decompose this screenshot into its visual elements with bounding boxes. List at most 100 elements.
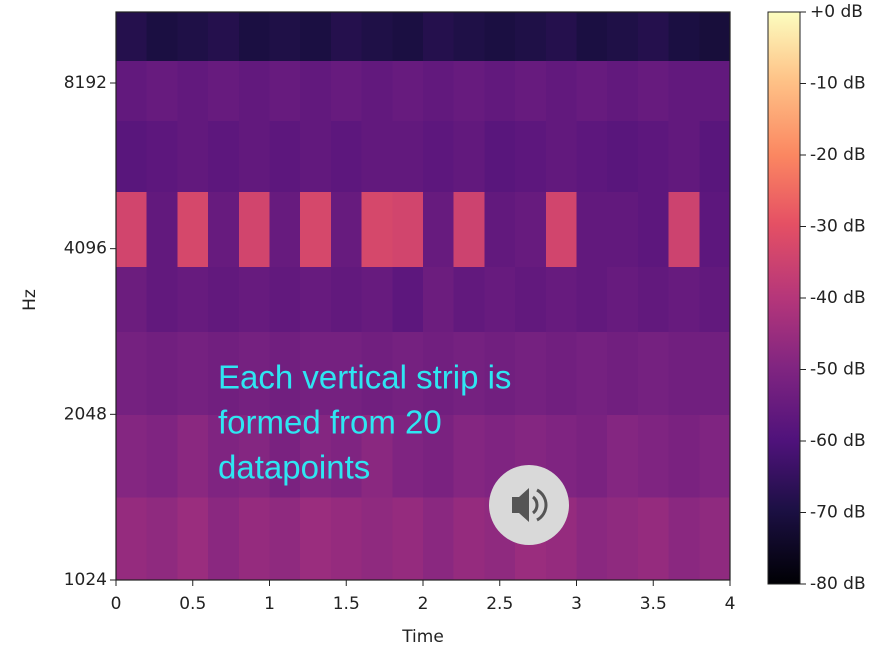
y-tick-label: 8192 [64, 73, 107, 93]
cell [484, 120, 516, 193]
cell [361, 12, 393, 62]
cell [116, 12, 148, 62]
y-axis-label: Hz [20, 289, 40, 311]
cell [484, 12, 516, 62]
cell [576, 497, 608, 581]
cell [269, 331, 301, 415]
cell [576, 266, 608, 333]
speaker-icon [512, 488, 529, 522]
cell [699, 414, 731, 498]
cell [208, 414, 240, 498]
cell [453, 266, 485, 333]
cell [330, 414, 363, 498]
cell [545, 191, 577, 268]
cell [607, 191, 639, 268]
annotation-line: datapoints [218, 449, 370, 486]
cell [699, 266, 731, 333]
cell [576, 120, 608, 193]
cell [177, 414, 209, 498]
cell [116, 414, 148, 498]
cell [269, 414, 301, 498]
annotation: Each vertical strip is formed from 20 data… [218, 359, 511, 486]
x-tick-label: 1.5 [333, 594, 360, 614]
cell [515, 12, 547, 62]
y-tick-label: 4096 [64, 239, 107, 259]
cell [392, 414, 424, 498]
cell [637, 120, 670, 193]
cell [269, 266, 301, 333]
colorbar-tick-label: -10 dB [810, 74, 866, 94]
cell [699, 331, 731, 415]
cell [423, 331, 455, 415]
cell [361, 60, 393, 122]
x-tick-label: 2 [418, 594, 429, 614]
cell [238, 331, 270, 415]
sound-wave [536, 488, 548, 522]
cell [423, 266, 455, 333]
cell [607, 12, 639, 62]
cell [146, 414, 178, 498]
cell [208, 497, 240, 581]
cell [453, 331, 485, 415]
cell [146, 12, 178, 62]
cell [453, 497, 485, 581]
cell [607, 60, 639, 122]
cell [392, 120, 424, 193]
cell [177, 331, 209, 415]
x-tick-label: 0 [111, 594, 122, 614]
colorbar-tick-label: +0 dB [810, 2, 863, 22]
cell [607, 414, 639, 498]
cell [208, 120, 240, 193]
cell [515, 191, 547, 268]
cell [269, 12, 301, 62]
cell [545, 60, 577, 122]
cell [300, 331, 332, 415]
cell [208, 12, 240, 62]
cell [545, 120, 577, 193]
cell [607, 331, 639, 415]
cell [300, 12, 332, 62]
cell [699, 60, 731, 122]
cell [361, 497, 393, 581]
cell [545, 12, 577, 62]
audio-button[interactable] [489, 465, 569, 545]
cell [177, 120, 209, 193]
annotation-line: formed from 20 [218, 404, 442, 441]
cell [637, 497, 670, 581]
cell [699, 497, 731, 581]
cell [392, 12, 424, 62]
cell [576, 60, 608, 122]
cell [453, 60, 485, 122]
cell [453, 191, 485, 268]
cell [146, 191, 178, 268]
cell [300, 497, 332, 581]
cell [607, 497, 639, 581]
cell [453, 414, 485, 498]
cell [330, 60, 363, 122]
cell [576, 12, 608, 62]
cell [146, 60, 178, 122]
cell [330, 120, 363, 193]
cell [423, 497, 455, 581]
x-tick-label: 0.5 [179, 594, 206, 614]
cell [699, 12, 731, 62]
cell [177, 266, 209, 333]
cell [146, 331, 178, 415]
cell [515, 331, 547, 415]
cell [545, 266, 577, 333]
cell [699, 120, 731, 193]
cell [484, 266, 516, 333]
cell [208, 331, 240, 415]
cell [300, 266, 332, 333]
cell [668, 191, 700, 268]
cell [453, 12, 485, 62]
cell [484, 191, 516, 268]
cell [361, 191, 393, 268]
cell [576, 414, 608, 498]
cell [208, 266, 240, 333]
cell [177, 497, 209, 581]
cell [699, 191, 731, 268]
cell [238, 497, 270, 581]
